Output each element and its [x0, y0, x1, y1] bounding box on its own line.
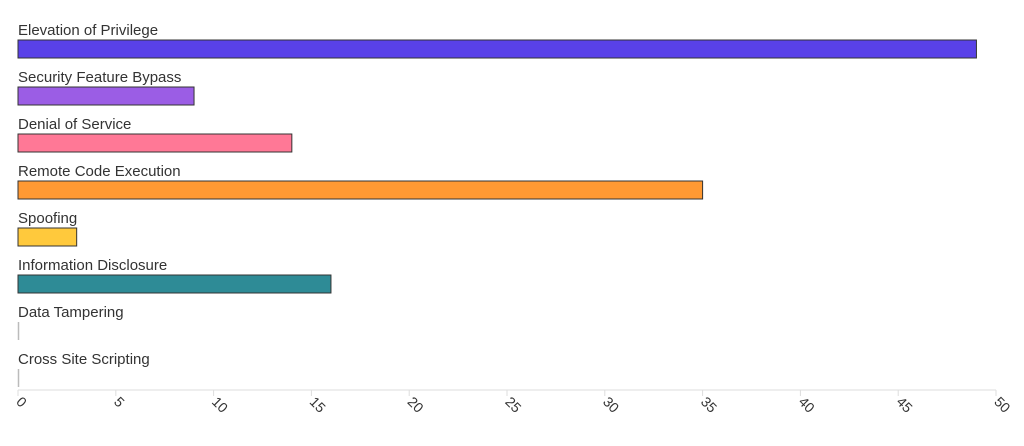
x-tick-label-30: 30: [600, 393, 622, 415]
bars-layer: Elevation of Privilege Security Feature B…: [17, 22, 977, 387]
bar-denial-of-service[interactable]: [17, 133, 293, 153]
x-tick-label-25: 25: [502, 393, 524, 415]
category-label-spoofing: Spoofing: [18, 210, 77, 227]
category-label-information-disclosure: Information Disclosure: [18, 257, 167, 274]
x-tick-label-35: 35: [698, 393, 720, 415]
bar-elevation-of-privilege[interactable]: [17, 39, 977, 59]
bar-spoofing[interactable]: [17, 227, 78, 247]
x-tick-label-0: 0: [13, 393, 30, 410]
x-tick-label-50: 50: [991, 393, 1013, 415]
x-tick-label-5: 5: [111, 393, 128, 410]
x-axis-ticks: 0 5 10 15 20 25 30 35 40 45 50: [13, 390, 1014, 416]
category-label-cross-site-scripting: Cross Site Scripting: [18, 351, 150, 368]
x-tick-label-40: 40: [796, 393, 818, 415]
category-label-elevation-of-privilege: Elevation of Privilege: [18, 22, 158, 39]
bar-information-disclosure[interactable]: [17, 274, 332, 294]
bar-security-feature-bypass[interactable]: [17, 86, 195, 106]
category-label-denial-of-service: Denial of Service: [18, 116, 131, 133]
x-tick-label-15: 15: [307, 393, 329, 415]
category-label-data-tampering: Data Tampering: [18, 304, 124, 321]
x-tick-label-10: 10: [209, 393, 231, 415]
x-tick-label-45: 45: [893, 393, 915, 415]
bar-remote-code-execution[interactable]: [17, 180, 704, 200]
category-label-security-feature-bypass: Security Feature Bypass: [18, 69, 181, 86]
category-label-remote-code-execution: Remote Code Execution: [18, 163, 181, 180]
x-tick-label-20: 20: [404, 393, 426, 415]
